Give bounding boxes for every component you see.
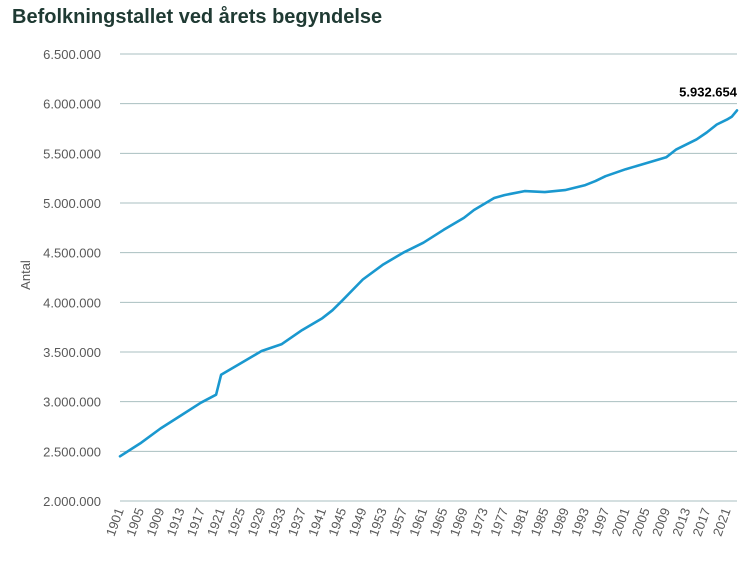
y-tick-label: 3.000.000 bbox=[43, 395, 101, 410]
y-tick-label: 4.500.000 bbox=[43, 246, 101, 261]
end-value-label: 5.932.654 bbox=[679, 84, 738, 99]
y-tick-label: 2.500.000 bbox=[43, 444, 101, 459]
y-tick-label: 4.000.000 bbox=[43, 295, 101, 310]
series-line bbox=[118, 109, 739, 458]
chart-title: Befolkningstallet ved årets begyndelse bbox=[12, 6, 383, 28]
series-group bbox=[118, 109, 739, 458]
y-tick-label: 5.000.000 bbox=[43, 196, 101, 211]
y-tick-label: 2.000.000 bbox=[43, 494, 101, 509]
gridlines bbox=[120, 53, 737, 502]
y-tick-label: 6.500.000 bbox=[43, 47, 101, 62]
y-tick-label: 3.500.000 bbox=[43, 345, 101, 360]
x-tick-label: 2021 bbox=[710, 506, 734, 538]
y-tick-label: 6.000.000 bbox=[43, 97, 101, 112]
y-tick-label: 5.500.000 bbox=[43, 146, 101, 161]
x-axis-ticks: 1901190519091913191719211925192919331937… bbox=[103, 506, 734, 538]
y-axis-label: Antal bbox=[18, 260, 33, 290]
y-axis-ticks: 2.000.000 2.500.000 3.000.000 3.500.000 4.00… bbox=[43, 47, 101, 509]
